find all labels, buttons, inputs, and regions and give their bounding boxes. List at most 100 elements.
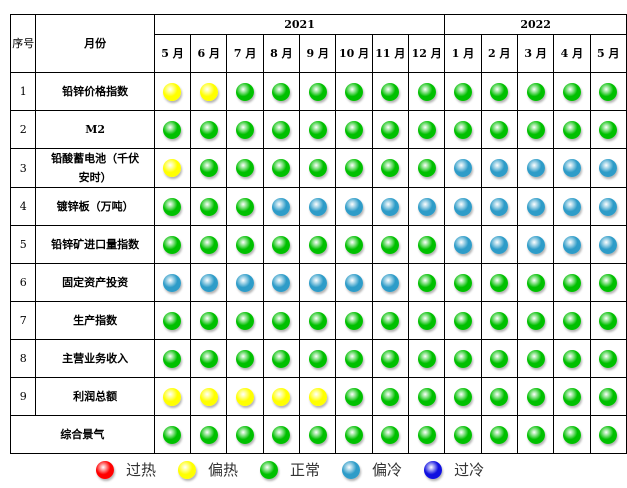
signal-cell xyxy=(299,301,337,340)
legend-label: 偏热 xyxy=(208,461,239,479)
normal-signal-dot xyxy=(272,82,291,101)
signal-cell xyxy=(407,187,446,226)
signal-cell xyxy=(226,339,264,378)
signal-cell xyxy=(589,225,627,264)
normal-signal-dot xyxy=(272,311,291,330)
signal-cell xyxy=(262,225,301,264)
normal-signal-dot xyxy=(236,82,255,101)
signal-cell xyxy=(553,187,591,226)
signal-cell xyxy=(516,301,555,340)
normal-signal-dot xyxy=(453,311,472,330)
row-seq: 8 xyxy=(9,339,37,378)
normal-signal-dot xyxy=(163,120,182,139)
normal-signal-dot xyxy=(599,349,618,368)
normal-signal-dot xyxy=(562,349,581,368)
normal-signal-dot xyxy=(490,349,509,368)
header-seq: 序号 xyxy=(9,14,37,73)
signal-cell xyxy=(371,110,410,149)
signal-cell xyxy=(262,72,301,111)
normal-signal-dot xyxy=(236,159,255,177)
normal-signal-dot xyxy=(308,425,327,444)
table-row: 3 铅酸蓄电池（千伏安时） xyxy=(9,148,627,188)
signal-cell xyxy=(371,301,410,340)
cool-signal-dot xyxy=(381,197,400,216)
legend-item-cool: 偏冷 xyxy=(342,459,402,480)
normal-signal-dot xyxy=(453,120,472,139)
header-item: 月份 xyxy=(35,14,155,73)
normal-signal-dot xyxy=(526,349,545,368)
table-row: 4 镀锌板（万吨） xyxy=(9,187,627,226)
signal-cell xyxy=(190,148,228,188)
signal-cell xyxy=(480,225,518,264)
signal-cell xyxy=(299,72,337,111)
row-seq: 3 xyxy=(9,148,37,188)
normal-signal-dot xyxy=(199,235,218,254)
signal-cell xyxy=(153,110,192,149)
normal-signal-dot xyxy=(272,120,291,139)
signal-cell xyxy=(226,148,264,188)
cool-signal-dot xyxy=(562,197,581,216)
cool-signal-dot xyxy=(272,273,291,292)
signal-cell xyxy=(153,339,192,378)
normal-signal-dot xyxy=(199,311,218,330)
signal-cell xyxy=(335,225,373,264)
legend: 过热 偏热 正常 偏冷 过冷 xyxy=(96,459,506,480)
signal-cell xyxy=(190,339,228,378)
cool-signal-dot xyxy=(490,235,509,254)
table-row: 8 主营业务收入 xyxy=(9,339,627,378)
signal-cell xyxy=(407,415,446,454)
row-seq: 6 xyxy=(9,263,37,302)
signal-cell xyxy=(226,225,264,264)
signal-cell xyxy=(589,415,627,454)
signal-cell xyxy=(553,301,591,340)
cold-signal-dot xyxy=(424,460,443,479)
normal-signal-dot xyxy=(272,159,291,177)
normal-signal-dot xyxy=(236,311,255,330)
signal-cell xyxy=(407,72,446,111)
signal-cell xyxy=(444,225,482,264)
normal-signal-dot xyxy=(526,311,545,330)
normal-signal-dot xyxy=(345,349,364,368)
row-indicator: 生产指数 xyxy=(35,301,155,340)
normal-signal-dot xyxy=(417,349,436,368)
normal-signal-dot xyxy=(163,235,182,254)
normal-signal-dot xyxy=(345,387,364,406)
table-row: 5 铅锌矿进口量指数 xyxy=(9,225,627,264)
signal-cell xyxy=(407,301,446,340)
signal-cell xyxy=(335,148,373,188)
normal-signal-dot xyxy=(345,120,364,139)
normal-signal-dot xyxy=(453,82,472,101)
normal-signal-dot xyxy=(562,311,581,330)
cool-signal-dot xyxy=(381,273,400,292)
normal-signal-dot xyxy=(526,425,545,444)
signal-cell xyxy=(190,301,228,340)
normal-signal-dot xyxy=(163,197,182,216)
cool-signal-dot xyxy=(453,159,472,177)
normal-signal-dot xyxy=(308,349,327,368)
signal-cell xyxy=(190,377,228,416)
signal-cell xyxy=(371,415,410,454)
normal-signal-dot xyxy=(490,273,509,292)
signal-cell xyxy=(589,301,627,340)
signal-cell xyxy=(153,225,192,264)
row-indicator: 综合景气 xyxy=(10,415,155,454)
normal-signal-dot xyxy=(272,235,291,254)
signal-cell xyxy=(407,263,446,302)
row-seq: 5 xyxy=(9,225,37,264)
signal-cell xyxy=(335,377,373,416)
cool-signal-dot xyxy=(272,197,291,216)
signal-cell xyxy=(553,339,591,378)
signal-cell xyxy=(153,301,192,340)
signal-cell xyxy=(299,187,337,226)
normal-signal-dot xyxy=(453,273,472,292)
hot-signal-dot xyxy=(96,460,114,479)
signal-cell xyxy=(190,225,228,264)
normal-signal-dot xyxy=(417,235,436,254)
row-indicator: 主营业务收入 xyxy=(35,339,155,378)
row-seq: 4 xyxy=(9,187,37,226)
signal-cell xyxy=(480,72,518,111)
normal-signal-dot xyxy=(272,349,291,368)
signal-cell xyxy=(335,415,373,454)
signal-cell xyxy=(480,339,518,378)
cool-signal-dot xyxy=(199,273,218,292)
